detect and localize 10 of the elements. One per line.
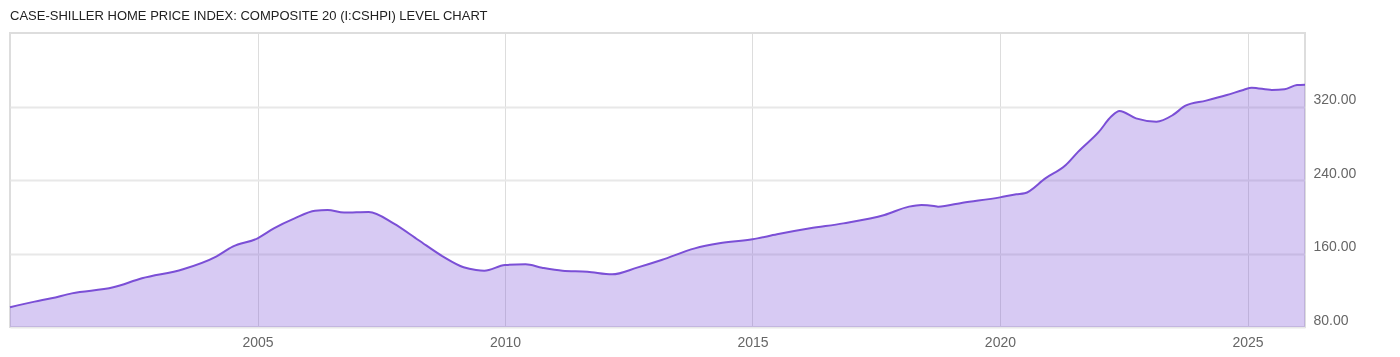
y-tick-label: 160.00	[1313, 238, 1357, 254]
y-tick-label: 80.00	[1313, 311, 1349, 328]
y-tick-label: 320.00	[1313, 91, 1357, 107]
y-tick-label: 240.00	[1313, 164, 1357, 181]
x-tick-label: 2025	[1232, 333, 1264, 350]
chart-title: CASE-SHILLER HOME PRICE INDEX: COMPOSITE 20 (I:CSHPI) LEVEL CHART	[10, 8, 488, 23]
x-tick-label: 2020	[984, 333, 1017, 350]
x-tick-label: 2015	[737, 333, 769, 350]
x-tick-label: 2010	[489, 333, 522, 350]
x-tick-label: 2005	[242, 333, 274, 350]
